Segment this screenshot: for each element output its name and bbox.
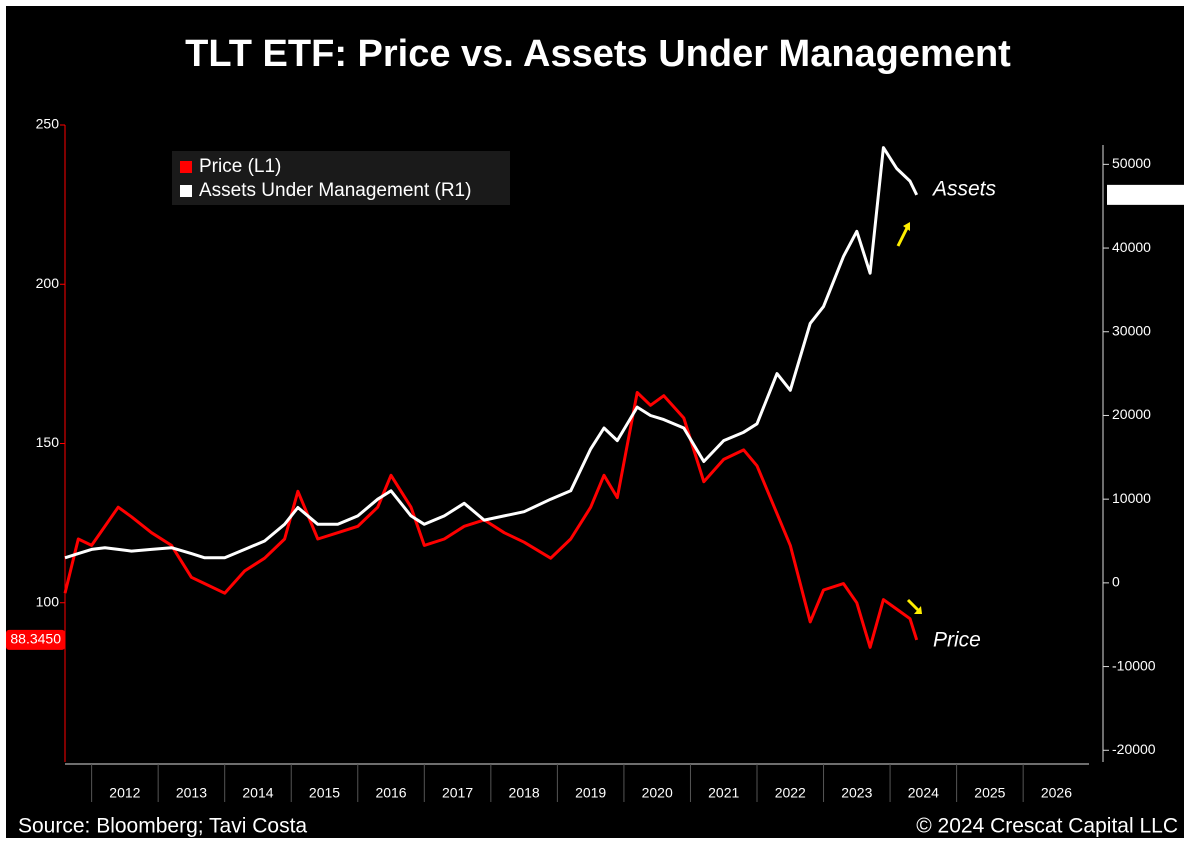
- legend-box: [172, 151, 510, 205]
- x-tick-label: 2018: [509, 785, 540, 801]
- arrow-up: [896, 227, 909, 247]
- y2-tick-label: 30000: [1112, 322, 1151, 338]
- series-line: [63, 391, 919, 649]
- x-tick-label: 2020: [642, 785, 673, 801]
- y2-tick-label: 50000: [1112, 155, 1151, 171]
- chart-title: TLT ETF: Price vs. Assets Under Manageme…: [185, 33, 1011, 75]
- y2-tick-label: 40000: [1112, 239, 1151, 255]
- legend-swatch: [180, 161, 192, 173]
- y-tick-label: 100: [36, 593, 60, 609]
- x-tick-label: 2013: [176, 785, 207, 801]
- y2-tick-label: 20000: [1112, 406, 1151, 422]
- arrow-head: [903, 222, 910, 231]
- x-tick-label: 2026: [1041, 785, 1072, 801]
- x-tick-label: 2023: [841, 785, 872, 801]
- x-tick-label: 2012: [109, 785, 140, 801]
- y-tick-label: 150: [36, 434, 60, 450]
- source: Source: Bloomberg; Tavi Costa: [18, 815, 307, 838]
- x-tick-label: 2017: [442, 785, 473, 801]
- series-line: [64, 146, 919, 560]
- legend-label: Price (L1): [199, 156, 281, 177]
- last-value-box: [1107, 184, 1190, 205]
- last-value-label: 88.3450: [10, 631, 61, 647]
- x-tick-label: 2024: [908, 785, 939, 801]
- arrow-head: [914, 606, 922, 614]
- last-value-box: [6, 629, 65, 650]
- y-tick-label: 250: [36, 116, 60, 132]
- last-value-label: 46353.6133: [1111, 186, 1185, 202]
- x-tick-label: 2025: [974, 785, 1005, 801]
- x-tick-label: 2014: [242, 785, 273, 801]
- x-tick-label: 2016: [375, 785, 406, 801]
- y2-tick-label: 0: [1112, 574, 1120, 590]
- y2-tick-label: -20000: [1112, 741, 1156, 757]
- copyright: © 2024 Crescat Capital LLC: [916, 815, 1178, 838]
- background: [6, 6, 1184, 838]
- y-tick-label: 200: [36, 275, 60, 291]
- x-tick-label: 2022: [775, 785, 806, 801]
- annotation: Assets: [931, 178, 997, 201]
- x-tick-label: 2015: [309, 785, 340, 801]
- legend-swatch: [180, 185, 192, 197]
- legend-label: Assets Under Management (R1): [199, 180, 471, 201]
- x-tick-label: 2021: [708, 785, 739, 801]
- y2-tick-label: -10000: [1112, 657, 1156, 673]
- y2-tick-label: 10000: [1112, 490, 1151, 506]
- annotation: Price: [933, 629, 981, 652]
- x-tick-label: 2019: [575, 785, 606, 801]
